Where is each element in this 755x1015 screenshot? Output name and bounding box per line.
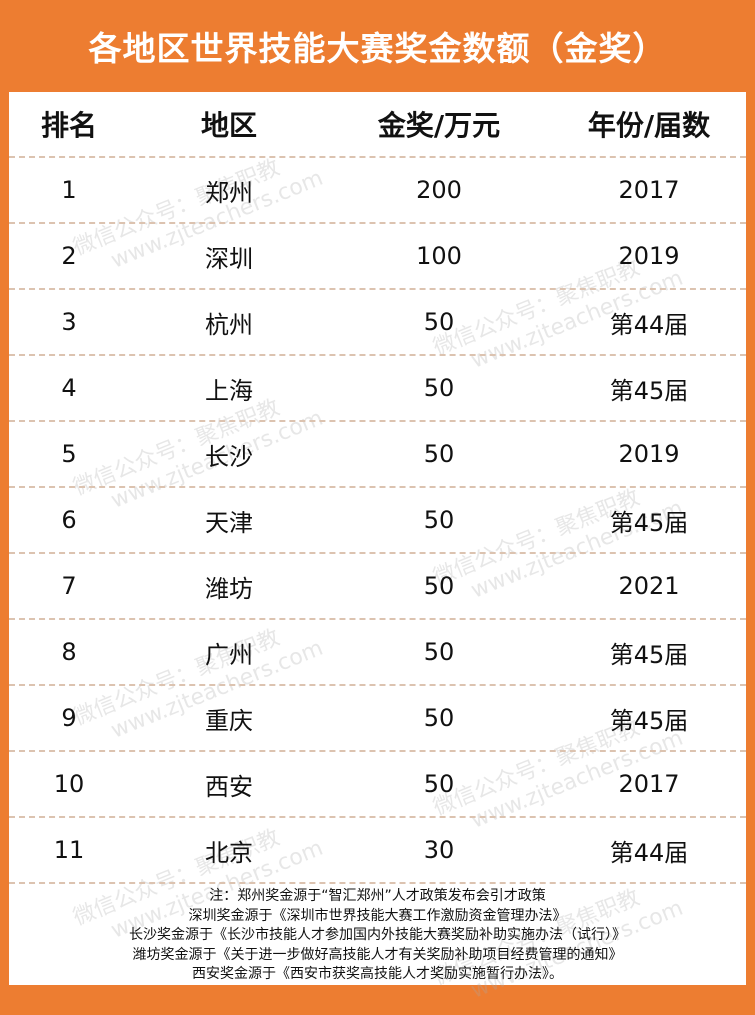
note-line: 深圳奖金源于《深圳市世界技能大赛工作激励资金管理办法》 — [188, 907, 567, 924]
cell-region: 杭州 — [205, 310, 253, 339]
cell-gold-prize: 200 — [416, 176, 462, 204]
cell-gold-prize: 50 — [423, 638, 455, 666]
cell-year: 第45届 — [609, 640, 689, 669]
cell-year: 第44届 — [609, 838, 689, 867]
cell-gold-prize: 50 — [423, 374, 455, 402]
cell-rank: 8 — [61, 638, 77, 666]
cell-year: 2017 — [618, 176, 680, 204]
header-gold-prize: 金奖/万元 — [377, 109, 501, 142]
cell-rank: 1 — [61, 176, 77, 204]
cell-region: 潍坊 — [205, 574, 253, 603]
table-panel: 微信公众号：聚焦职教 www.zjteachers.com 微信公众号：聚焦职教 ww… — [9, 92, 746, 1004]
cell-rank: 11 — [53, 836, 85, 864]
cell-year: 2019 — [618, 242, 680, 270]
note-line: 西安奖金源于《西安市获奖高技能人才奖励实施暂行办法》。 — [192, 966, 563, 982]
cell-year: 2019 — [618, 440, 680, 468]
header-rank: 排名 — [40, 109, 97, 142]
cell-year: 2017 — [618, 770, 680, 798]
cell-region: 郑州 — [205, 178, 253, 207]
header-region: 地区 — [200, 109, 257, 142]
cell-region: 上海 — [205, 376, 253, 405]
cell-year: 第45届 — [609, 376, 689, 405]
cell-year: 第45届 — [609, 508, 689, 537]
table-row: 7 潍坊 50 2021 — [9, 554, 746, 620]
cell-gold-prize: 50 — [423, 572, 455, 600]
cell-region: 广州 — [205, 640, 253, 669]
table-row: 9 重庆 50 第45届 — [9, 686, 746, 752]
page-title: 各地区世界技能大赛奖金数额（金奖） — [88, 29, 667, 68]
note-line: 潍坊奖金源于《关于进一步做好高技能人才有关奖励补助项目经费管理的通知》 — [132, 946, 623, 963]
cell-gold-prize: 100 — [416, 242, 462, 270]
table-row: 11 北京 30 第44届 — [9, 818, 746, 884]
cell-rank: 9 — [61, 704, 77, 732]
table-header: 排名 地区 金奖/万元 年份/届数 — [9, 92, 746, 158]
cell-region: 深圳 — [205, 244, 253, 273]
cell-year: 第44届 — [609, 310, 689, 339]
cell-region: 长沙 — [205, 442, 253, 471]
table-row: 3 杭州 50 第44届 — [9, 290, 746, 356]
cell-rank: 6 — [61, 506, 77, 534]
cell-region: 西安 — [205, 772, 253, 801]
cell-region: 北京 — [205, 838, 253, 867]
notes: 注：郑州奖金源于“智汇郑州”人才政策发布会引才政策深圳奖金源于《深圳市世界技能大… — [9, 887, 746, 985]
note-line: 注：郑州奖金源于“智汇郑州”人才政策发布会引才政策 — [209, 888, 546, 904]
cell-rank: 10 — [53, 770, 85, 798]
cell-year: 2021 — [618, 572, 680, 600]
table-row: 5 长沙 50 2019 — [9, 422, 746, 488]
table-row: 6 天津 50 第45届 — [9, 488, 746, 554]
table-row: 2 深圳 100 2019 — [9, 224, 746, 290]
cell-gold-prize: 50 — [423, 308, 455, 336]
cell-gold-prize: 50 — [423, 440, 455, 468]
cell-gold-prize: 50 — [423, 770, 455, 798]
cell-gold-prize: 50 — [423, 704, 455, 732]
cell-rank: 7 — [61, 572, 77, 600]
cell-rank: 3 — [61, 308, 77, 336]
cell-region: 天津 — [205, 508, 253, 537]
table-row: 10 西安 50 2017 — [9, 752, 746, 818]
cell-gold-prize: 30 — [423, 836, 455, 864]
table-row: 1 郑州 200 2017 — [9, 158, 746, 224]
table-row: 8 广州 50 第45届 — [9, 620, 746, 686]
cell-rank: 4 — [61, 374, 77, 402]
header-year: 年份/届数 — [587, 109, 711, 142]
cell-rank: 2 — [61, 242, 77, 270]
cell-gold-prize: 50 — [423, 506, 455, 534]
note-line: 长沙奖金源于《长沙市技能人才参加国内外技能大赛奖励补助实施办法（试行）》 — [129, 927, 626, 943]
cell-region: 重庆 — [205, 706, 253, 735]
cell-year: 第45届 — [609, 706, 689, 735]
cell-rank: 5 — [61, 440, 77, 468]
table-row: 4 上海 50 第45届 — [9, 356, 746, 422]
